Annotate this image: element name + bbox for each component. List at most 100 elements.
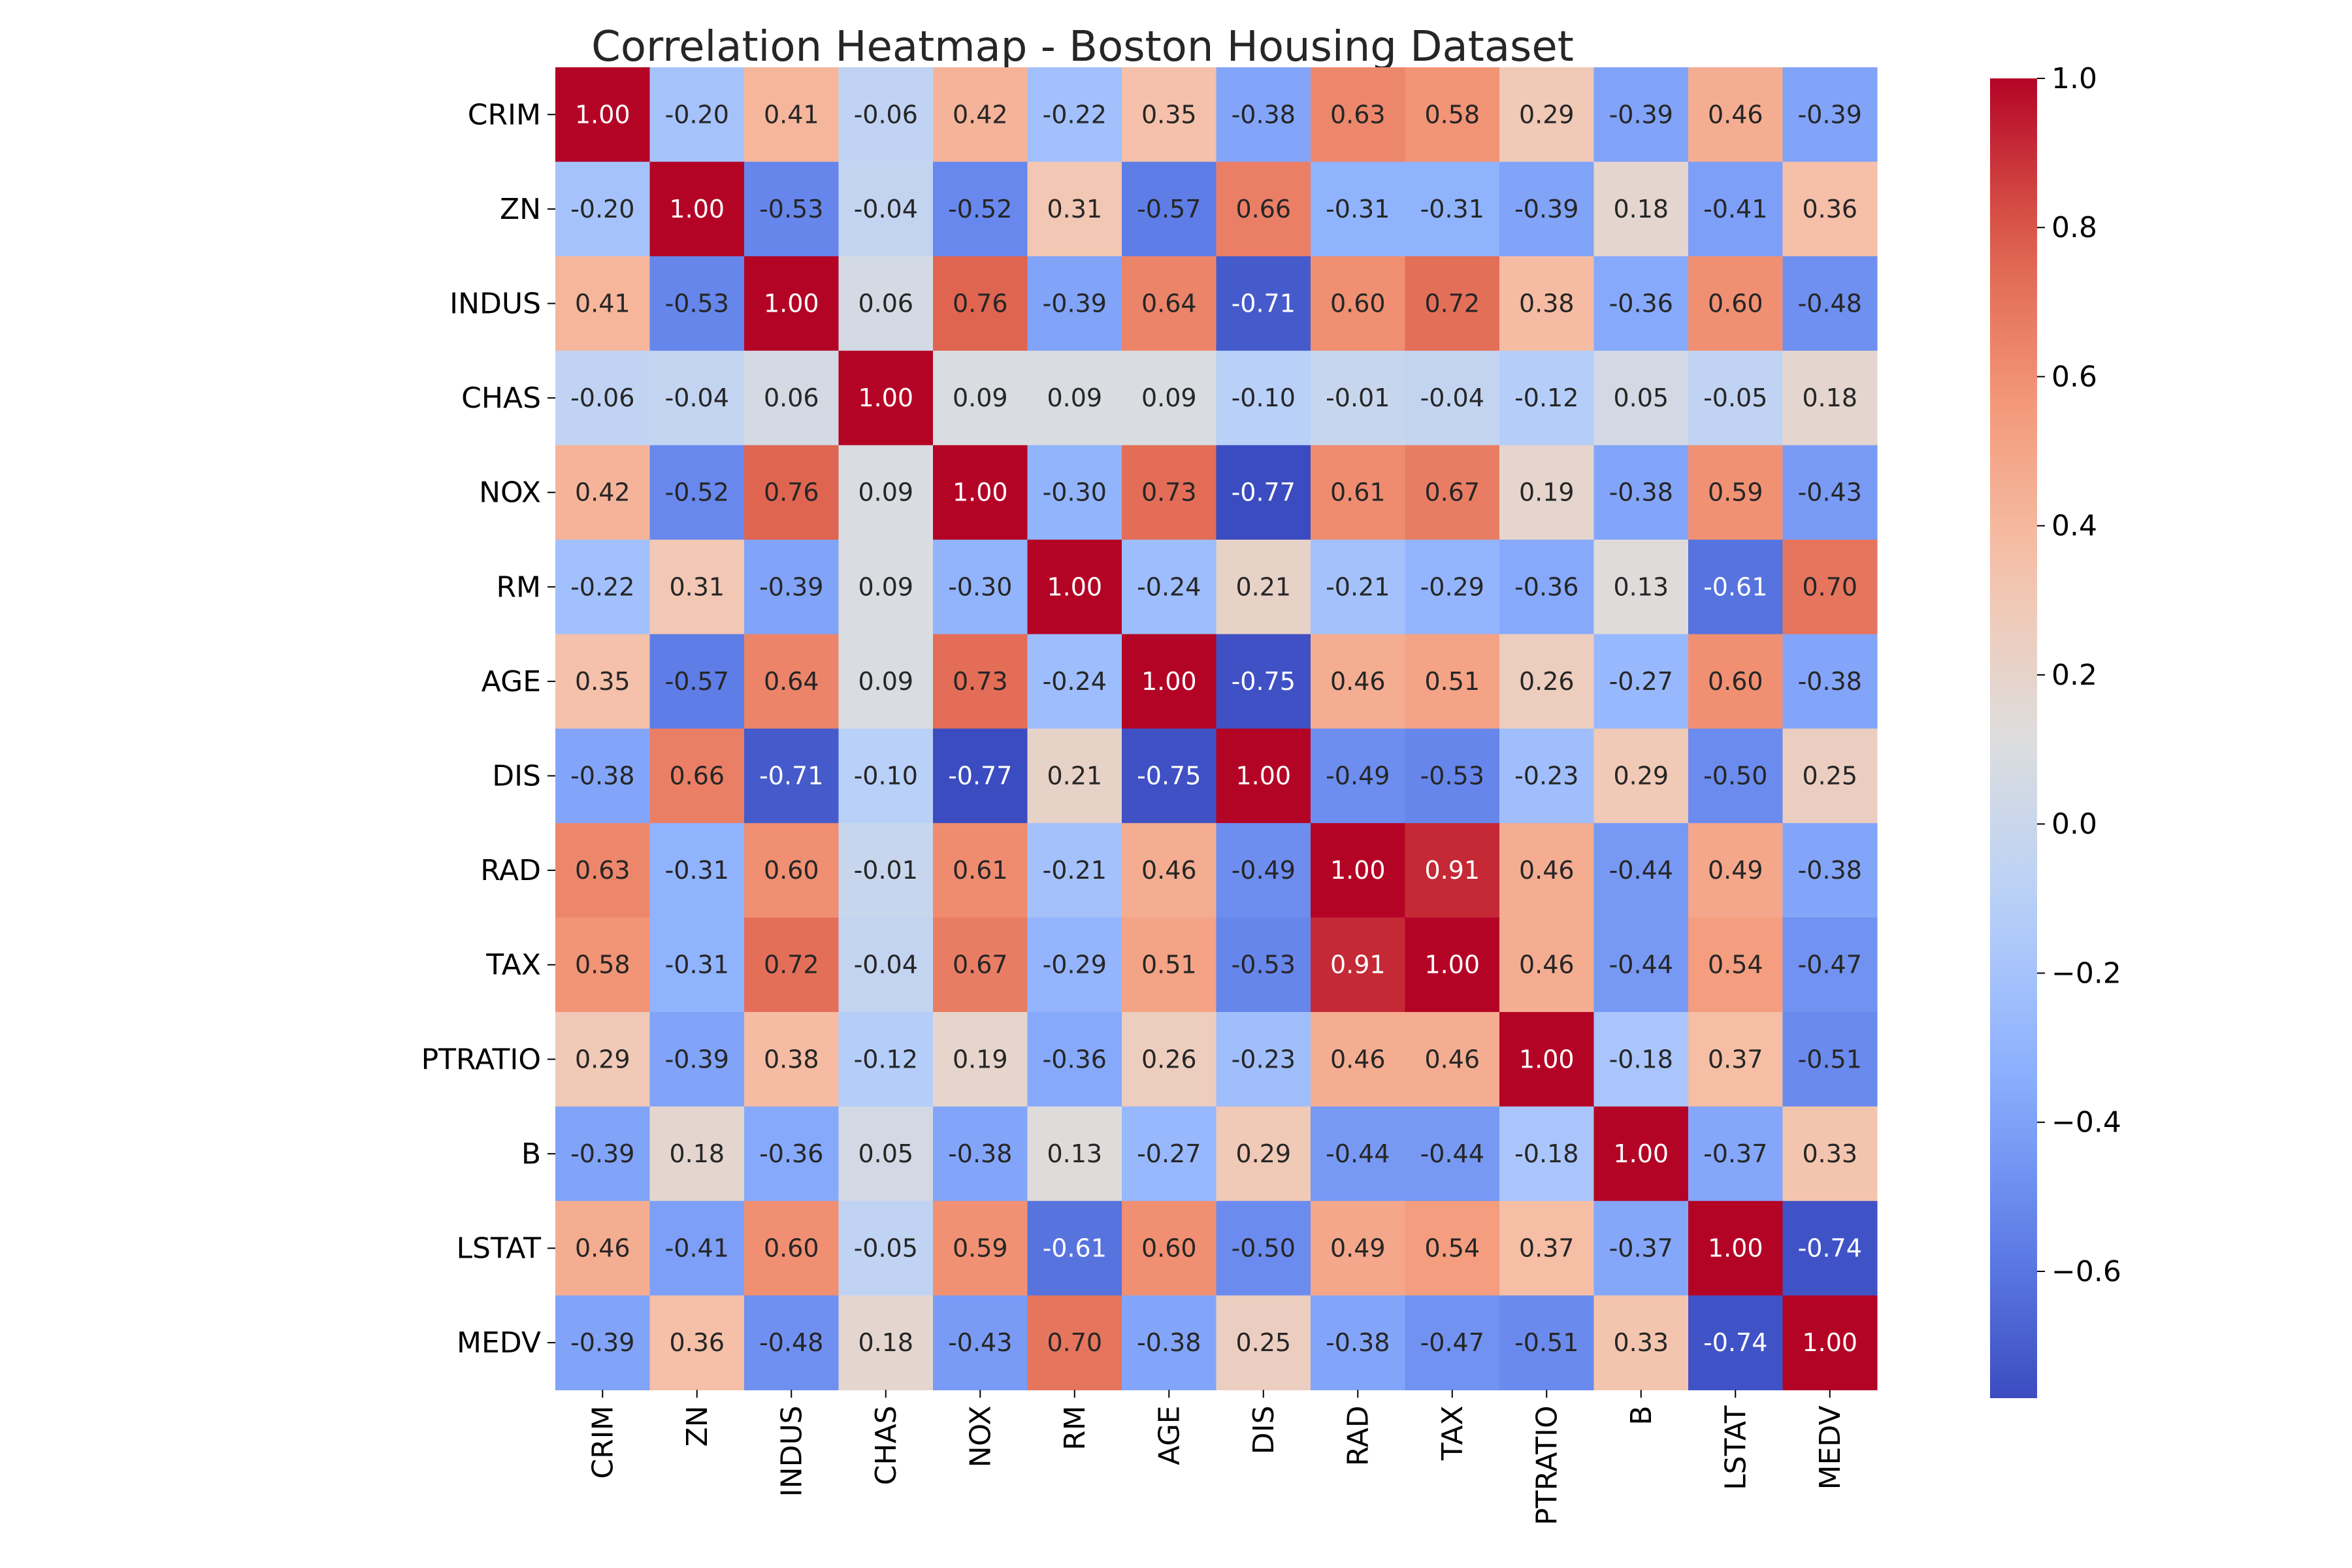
heatmap-cell-rm-nox <box>933 540 1028 635</box>
heatmap-cell-dis-tax <box>1405 728 1500 824</box>
cell-value-label: 0.51 <box>1141 951 1197 979</box>
heatmap-cell-age-age <box>1122 634 1217 729</box>
heatmap-cell-nox-crim <box>555 445 651 540</box>
cell-value-label: -0.51 <box>1514 1328 1578 1357</box>
cell-value-label: 1.00 <box>1613 1139 1669 1168</box>
cell-value-label: -0.27 <box>1137 1139 1201 1168</box>
heatmap-cell-medv-nox <box>933 1295 1028 1390</box>
cell-value-label: 0.46 <box>1330 1045 1386 1073</box>
heatmap-cell-dis-medv <box>1782 728 1878 824</box>
heatmap-cell-age-chas <box>838 634 934 729</box>
heatmap-cell-indus-tax <box>1405 256 1500 351</box>
x-tick-label-zn: ZN <box>681 1405 714 1446</box>
heatmap-cell-chas-rm <box>1027 350 1122 446</box>
colorbar-tick-label: 1.0 <box>2051 62 2097 95</box>
heatmap-cell-rm-b <box>1593 540 1689 635</box>
heatmap-cell-tax-ptratio <box>1499 917 1595 1013</box>
cell-value-label: -0.39 <box>570 1328 634 1357</box>
heatmap-cell-ptratio-medv <box>1782 1012 1878 1107</box>
heatmap-cell-nox-medv <box>1782 445 1878 540</box>
heatmap-cell-crim-tax <box>1405 67 1500 163</box>
heatmap-cell-tax-lstat <box>1688 917 1784 1013</box>
heatmap-cell-indus-rad <box>1311 256 1406 351</box>
cell-value-label: -0.44 <box>1609 856 1673 885</box>
heatmap-cell-tax-chas <box>838 917 934 1013</box>
cell-value-label: -0.52 <box>665 478 729 507</box>
cell-value-label: 0.35 <box>1141 100 1197 129</box>
heatmap-cell-dis-crim <box>555 728 651 824</box>
cell-value-label: 0.54 <box>1708 951 1763 979</box>
cell-value-label: 1.00 <box>1047 572 1102 601</box>
cell-value-label: -0.04 <box>854 195 918 223</box>
cell-value-label: -0.31 <box>1420 195 1484 223</box>
cell-value-label: -0.53 <box>665 289 729 318</box>
cell-value-label: 0.31 <box>1047 195 1102 223</box>
cell-value-label: 0.64 <box>764 667 819 696</box>
heatmap-cell-b-age <box>1122 1106 1217 1201</box>
cell-value-label: 0.09 <box>858 667 913 696</box>
cell-value-label: 0.06 <box>858 289 913 318</box>
cell-value-label: -0.20 <box>570 195 634 223</box>
y-tick-label-indus: INDUS <box>449 287 541 321</box>
heatmap-cell-rad-tax <box>1405 823 1500 918</box>
heatmap-cell-indus-ptratio <box>1499 256 1595 351</box>
cell-value-label: 0.42 <box>575 478 630 507</box>
heatmap-cell-age-zn <box>649 634 745 729</box>
cell-value-label: 0.46 <box>1330 667 1386 696</box>
cell-value-label: 0.58 <box>1424 100 1480 129</box>
heatmap-cell-dis-chas <box>838 728 934 824</box>
heatmap-cell-b-ptratio <box>1499 1106 1595 1201</box>
y-tick-label-tax: TAX <box>485 949 541 982</box>
cell-value-label: 1.00 <box>858 384 913 412</box>
cell-value-label: -0.39 <box>570 1139 634 1168</box>
heatmap-cell-rad-rm <box>1027 823 1122 918</box>
heatmap-cell-rad-crim <box>555 823 651 918</box>
heatmap-cell-chas-zn <box>649 350 745 446</box>
cell-value-label: -0.44 <box>1420 1139 1484 1168</box>
heatmap-cell-b-zn <box>649 1106 745 1201</box>
heatmap-cell-tax-nox <box>933 917 1028 1013</box>
heatmap-cell-rad-medv <box>1782 823 1878 918</box>
cell-value-label: -0.10 <box>1232 384 1296 412</box>
heatmap-cell-b-rad <box>1311 1106 1406 1201</box>
cell-value-label: 0.18 <box>1613 195 1669 223</box>
cell-value-label: 0.13 <box>1613 572 1669 601</box>
cell-value-label: -0.43 <box>948 1328 1012 1357</box>
cell-value-label: -0.01 <box>1326 384 1390 412</box>
heatmap-cell-nox-indus <box>744 445 840 540</box>
heatmap-cell-rm-zn <box>649 540 745 635</box>
heatmap-cell-lstat-indus <box>744 1201 840 1296</box>
heatmap-cell-dis-nox <box>933 728 1028 824</box>
cell-value-label: 0.60 <box>764 856 819 885</box>
cell-value-label: -0.57 <box>665 667 729 696</box>
cell-value-label: 0.60 <box>1330 289 1386 318</box>
heatmap-cell-rm-indus <box>744 540 840 635</box>
heatmap-cell-crim-rm <box>1027 67 1122 163</box>
heatmap-cell-crim-age <box>1122 67 1217 163</box>
cell-value-label: 0.73 <box>1141 478 1197 507</box>
heatmap-cell-nox-zn <box>649 445 745 540</box>
y-tick-label-lstat: LSTAT <box>457 1232 542 1266</box>
heatmap-cell-medv-lstat <box>1688 1295 1784 1390</box>
cell-value-label: -0.10 <box>854 762 918 791</box>
heatmap-cell-indus-crim <box>555 256 651 351</box>
cell-value-label: -0.50 <box>1232 1234 1296 1263</box>
heatmap-cell-crim-rad <box>1311 67 1406 163</box>
cell-value-label: -0.39 <box>1798 100 1862 129</box>
cell-value-label: 0.05 <box>858 1139 913 1168</box>
cell-value-label: -0.04 <box>665 384 729 412</box>
heatmap-cell-crim-lstat <box>1688 67 1784 163</box>
heatmap-cell-lstat-dis <box>1216 1201 1311 1296</box>
cell-value-label: -0.06 <box>854 100 918 129</box>
x-tick-label-lstat: LSTAT <box>1719 1405 1752 1490</box>
cell-value-label: 0.09 <box>858 478 913 507</box>
heatmap-cell-rad-lstat <box>1688 823 1784 918</box>
cell-value-label: -0.20 <box>665 100 729 129</box>
cell-value-label: -0.21 <box>1043 856 1107 885</box>
cell-value-label: -0.44 <box>1609 951 1673 979</box>
heatmap-cell-lstat-crim <box>555 1201 651 1296</box>
heatmap-cell-lstat-rad <box>1311 1201 1406 1296</box>
heatmap-cell-chas-nox <box>933 350 1028 446</box>
cell-value-label: 1.00 <box>1330 856 1386 885</box>
